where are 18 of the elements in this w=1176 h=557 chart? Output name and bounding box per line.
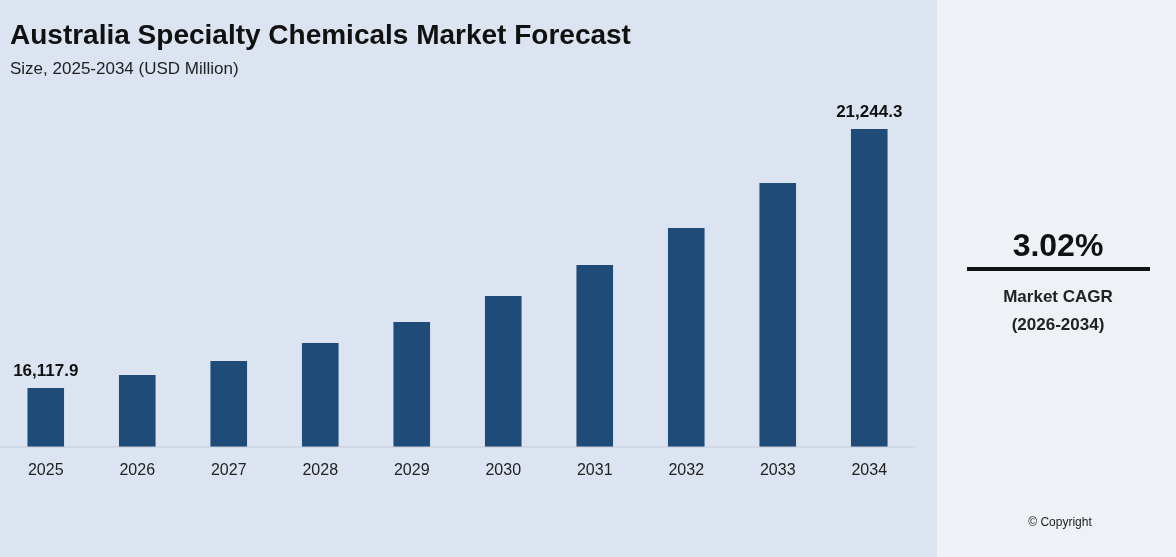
data-label: 21,244.3	[836, 102, 903, 121]
x-tick-label: 2033	[759, 461, 796, 478]
x-tick-label: 2027	[210, 461, 247, 478]
x-tick-label: 2026	[119, 461, 156, 478]
data-label: 16,117.9	[13, 361, 79, 380]
x-tick-label: 2034	[851, 461, 888, 478]
chart-title: Australia Specialty Chemicals Market Forecast	[10, 19, 631, 50]
x-tick-label: 2025	[27, 461, 64, 478]
x-tick-label: 2032	[668, 461, 705, 478]
text: © Copyright	[1028, 515, 1093, 529]
text: (2026-2034)	[1011, 315, 1105, 334]
text: Market CAGR	[1003, 287, 1113, 306]
x-tick-label: 2029	[393, 461, 430, 478]
text: 3.02%	[1012, 227, 1104, 263]
chart-subtitle: Size, 2025-2034 (USD Million)	[10, 59, 239, 78]
x-tick-label: 2028	[302, 461, 339, 478]
x-tick-label: 2031	[576, 461, 613, 478]
x-tick-label: 2030	[485, 461, 522, 478]
